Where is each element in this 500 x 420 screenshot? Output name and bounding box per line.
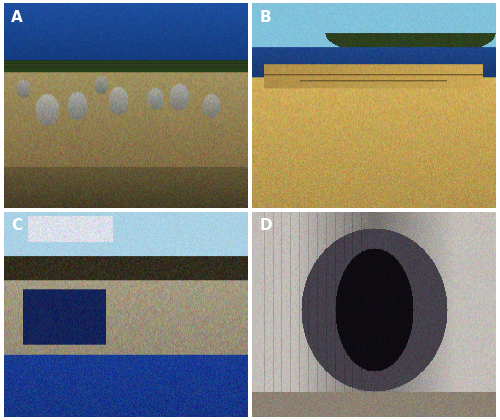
Text: C: C — [12, 218, 22, 233]
Text: D: D — [260, 218, 272, 233]
Text: A: A — [12, 10, 23, 24]
Text: B: B — [260, 10, 271, 24]
